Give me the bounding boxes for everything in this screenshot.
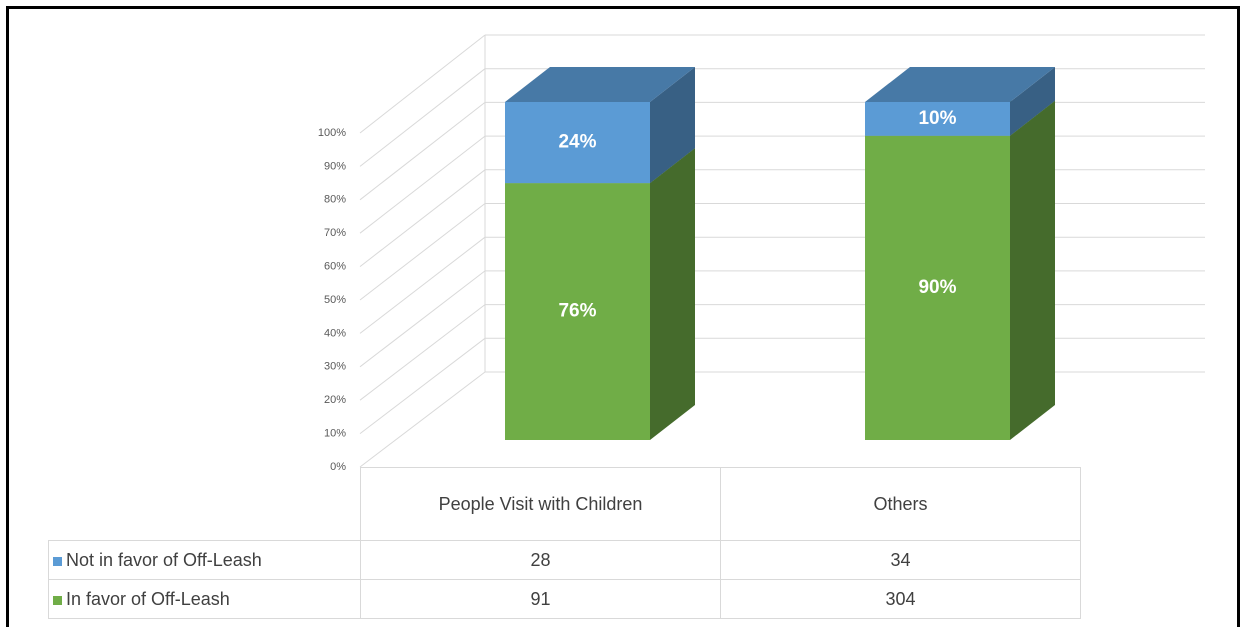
legend-swatch bbox=[53, 556, 62, 566]
blank-cell bbox=[48, 467, 361, 541]
legend-swatch bbox=[53, 595, 62, 605]
grid-line bbox=[359, 68, 486, 167]
category-cell: Others bbox=[720, 467, 1081, 541]
bar-top bbox=[865, 67, 1055, 102]
value-label: 90% bbox=[918, 277, 956, 298]
count-cell: 91 bbox=[360, 579, 721, 619]
grid-line bbox=[359, 236, 486, 334]
value-label: 10% bbox=[918, 108, 956, 129]
grid-line bbox=[359, 337, 486, 434]
bar-front bbox=[865, 135, 1010, 441]
bar-side bbox=[650, 67, 695, 184]
legend-label: In favor of Off-Leash bbox=[66, 588, 230, 609]
bar-front bbox=[505, 183, 650, 440]
grid-line bbox=[359, 203, 486, 301]
data-table: People Visit with Children Others Not in… bbox=[48, 467, 1081, 619]
grid-line bbox=[359, 270, 486, 368]
legend-label: Not in favor of Off-Leash bbox=[66, 549, 262, 570]
y-tick-label: 50% bbox=[324, 294, 346, 306]
grid-line bbox=[359, 304, 486, 401]
legend-cell: Not in favor of Off-Leash bbox=[48, 540, 361, 580]
bar-top bbox=[505, 67, 695, 102]
y-tick-label: 20% bbox=[324, 394, 346, 406]
bar-side bbox=[1010, 67, 1055, 136]
grid-line bbox=[359, 371, 486, 468]
count-cell: 304 bbox=[720, 579, 1081, 619]
value-label: 24% bbox=[558, 132, 596, 153]
bar-front bbox=[865, 102, 1010, 136]
grid-line bbox=[359, 34, 486, 134]
legend-cell: In favor of Off-Leash bbox=[48, 579, 361, 619]
grid-line bbox=[359, 169, 486, 267]
y-tick-label: 90% bbox=[324, 160, 346, 172]
bar-side bbox=[650, 148, 695, 440]
table-row: In favor of Off-Leash 91 304 bbox=[48, 579, 1081, 619]
y-tick-label: 100% bbox=[318, 127, 346, 139]
grid-line bbox=[359, 135, 486, 234]
frame bbox=[6, 6, 1240, 627]
y-tick-label: 30% bbox=[324, 361, 346, 373]
y-tick-label: 10% bbox=[324, 428, 346, 440]
bar-side bbox=[1010, 100, 1055, 441]
y-tick-label: 60% bbox=[324, 261, 346, 273]
grid-line bbox=[359, 102, 486, 201]
category-cell: People Visit with Children bbox=[360, 467, 721, 541]
y-tick-label: 70% bbox=[324, 227, 346, 239]
count-cell: 34 bbox=[720, 540, 1081, 580]
y-tick-label: 40% bbox=[324, 327, 346, 339]
y-tick-label: 80% bbox=[324, 194, 346, 206]
count-cell: 28 bbox=[360, 540, 721, 580]
bar-front bbox=[505, 102, 650, 184]
header-row: People Visit with Children Others bbox=[48, 467, 1081, 541]
table-row: Not in favor of Off-Leash 28 34 bbox=[48, 540, 1081, 580]
value-label: 76% bbox=[558, 301, 596, 322]
